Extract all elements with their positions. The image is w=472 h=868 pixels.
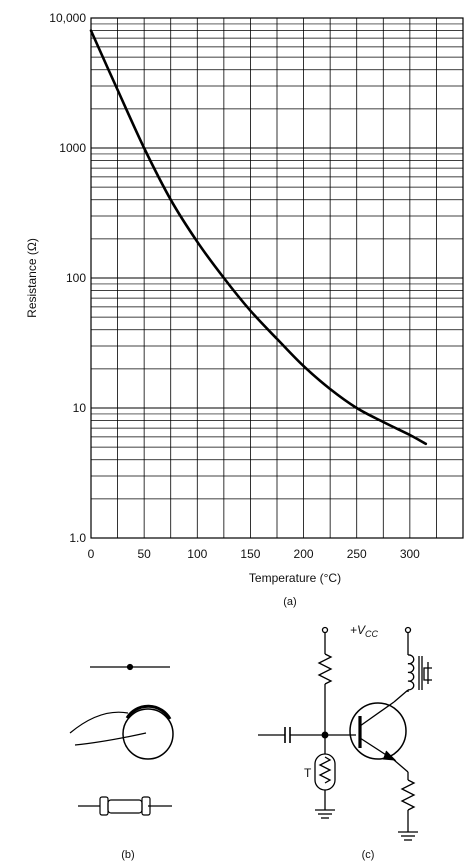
- x-tick-label: 100: [187, 547, 207, 561]
- caption-c: (c): [362, 849, 375, 861]
- thermistor-label: T: [304, 766, 312, 780]
- transistor: [349, 702, 407, 760]
- y-tick-label: 10,000: [49, 11, 86, 25]
- emitter-resistor: [400, 779, 416, 811]
- thermistor-circuit: T +VCC (c): [258, 623, 432, 861]
- y-tick-labels: 1.0 10 100 1000 10,000: [49, 11, 86, 545]
- y-tick-label: 100: [66, 271, 86, 285]
- x-tick-labels: 0 50 100 150 200 250 300: [88, 547, 421, 561]
- x-tick-label: 0: [88, 547, 95, 561]
- relay-armature: [423, 662, 432, 684]
- thermistor-resistance-chart: 0 50 100 150 200 250 300 1.0 10 100 1000 10,000 Te…: [25, 11, 464, 608]
- x-tick-label: 150: [240, 547, 260, 561]
- plot-frame: [90, 17, 464, 539]
- ground-icon: [315, 809, 335, 819]
- x-tick-label: 300: [400, 547, 420, 561]
- x-tick-label: 200: [294, 547, 314, 561]
- x-tick-label: 50: [137, 547, 151, 561]
- y-tick-label: 1000: [59, 141, 86, 155]
- caption-a: (a): [283, 596, 296, 608]
- y-tick-label: 1.0: [69, 531, 86, 545]
- chart-grid: [91, 18, 463, 538]
- bead-thermistor-icon: [90, 663, 170, 671]
- x-tick-label: 250: [347, 547, 367, 561]
- caption-b: (b): [121, 849, 134, 861]
- disc-thermistor-icon: [69, 704, 174, 760]
- bias-resistor: [317, 653, 333, 685]
- thermistor-symbols: (b): [69, 663, 174, 861]
- supply-terminal-right: [404, 626, 412, 634]
- relay-coil: [407, 654, 415, 691]
- rod-thermistor-icon: [78, 796, 172, 816]
- y-tick-label: 10: [73, 401, 87, 415]
- ground-icon: [398, 831, 418, 841]
- resistance-curve: [89, 29, 428, 446]
- vcc-label: +VCC: [350, 623, 379, 639]
- x-axis-label: Temperature (°C): [249, 571, 341, 585]
- supply-terminal-left: [321, 626, 329, 634]
- y-axis-label: Resistance (Ω): [25, 238, 39, 318]
